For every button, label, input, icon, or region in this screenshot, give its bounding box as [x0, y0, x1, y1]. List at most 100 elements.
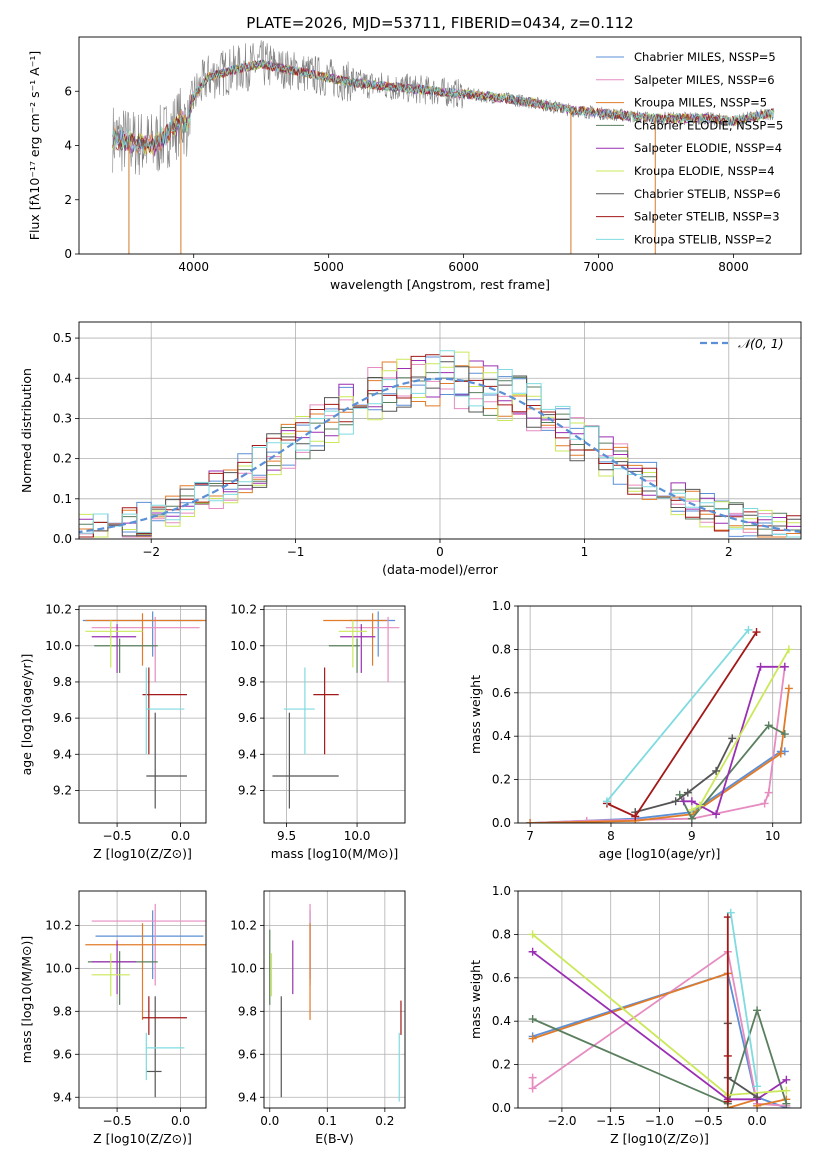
series-marker [695, 801, 704, 810]
x-tick-label: 0.2 [375, 1114, 394, 1128]
x-tick-label: 10.0 [344, 829, 371, 843]
panel-residuals: −2 −1 0 1 2 0.0 0.1 0.2 0.3 0.4 0.5 (data-model)/er… [19, 321, 802, 577]
series-marker [776, 749, 785, 758]
errorbar-point-salpeter_elodie [91, 940, 137, 995]
y-tick-label: 0.8 [492, 927, 511, 941]
legend-label: Salpeter MILES, NSSP=6 [634, 73, 775, 87]
series-chabrier_miles [526, 747, 789, 823]
errorbar-point-kroupa_stelib [283, 667, 315, 755]
x-axis-label: Z [log10(Z/Z⊙)] [93, 846, 192, 861]
errorbar-point-chabrier_stelib [146, 996, 162, 1098]
series-marker [687, 814, 696, 823]
series-marker [726, 908, 735, 917]
y-tick-label: 0.0 [492, 816, 511, 830]
x-tick-label: 7 [526, 829, 534, 843]
x-tick-label: 10 [765, 829, 780, 843]
errorbar-point-chabrier_miles [82, 611, 204, 657]
plot-area [79, 891, 206, 1108]
y-axis-label: Normed distribution [19, 368, 34, 493]
panel-massweight_vs_Z: −2.0 −1.5 −1.0 −0.5 0.0 0.0 0.2 0.4 0.6 0.8 1.0 Z [… [468, 884, 802, 1146]
series-marker [782, 1075, 791, 1084]
series-marker [760, 799, 769, 808]
legend-label: Chabrier STELIB, NSSP=6 [634, 187, 781, 201]
plot-area [264, 891, 405, 1108]
panel-age_vs_mass: 9.5 10.0 9.2 9.4 9.6 9.8 10.0 10.2 mass [log10(M… [230, 603, 406, 861]
y-tick-label: 10.2 [230, 918, 257, 932]
errorbar-point-chabrier_elodie [94, 638, 158, 673]
y-tick-label: 0 [64, 247, 72, 261]
x-axis-label: Z [log10(Z/Z⊙)] [610, 1131, 709, 1146]
series-salpeter_stelib [602, 628, 761, 821]
legend-label: Chabrier ELODIE, NSSP=5 [634, 118, 783, 132]
panel-massweight_vs_age: 7 8 9 10 0.0 0.2 0.4 0.6 0.8 1.0 age [log10(age/yr… [468, 599, 802, 861]
y-axis-label: mass [log10(M/M⊙)] [19, 936, 34, 1064]
axes-frame [263, 605, 406, 824]
y-tick-label: 0.2 [492, 1058, 511, 1072]
histogram-kroupa_miles [79, 361, 801, 538]
errorbar-point-kroupa_stelib [145, 667, 185, 755]
y-tick-label: 9.4 [238, 747, 257, 761]
panel-mass_vs_EBV: 0.0 0.1 0.2 9.4 9.6 9.8 10.0 10.2 E(B-V) [230, 890, 406, 1146]
x-tick-label: 5000 [313, 260, 344, 274]
y-tick-label: 10.2 [45, 603, 72, 617]
series-marker [780, 662, 789, 671]
errorbar-point-salpeter_elodie [91, 624, 137, 673]
y-tick-label: 9.4 [238, 1090, 257, 1104]
y-tick-label: 9.8 [53, 1004, 72, 1018]
x-tick-label: −2.0 [547, 1114, 576, 1128]
series-marker [602, 797, 611, 806]
axes-frame [78, 321, 802, 540]
series-kroupa_elodie [687, 645, 793, 814]
y-tick-label: 0.4 [53, 371, 72, 385]
axes-frame [517, 605, 802, 824]
series-marker [687, 797, 696, 806]
plot-area [112, 40, 775, 254]
series-marker [752, 628, 761, 637]
errorbar-point-kroupa_stelib [145, 1032, 185, 1081]
legend-label: Kroupa STELIB, NSSP=2 [634, 232, 772, 246]
series-marker [528, 1034, 537, 1043]
x-tick-label: 8000 [718, 260, 749, 274]
y-tick-label: 0.0 [492, 1101, 511, 1115]
y-tick-label: 0.6 [492, 686, 511, 700]
series-marker [784, 645, 793, 654]
axes-frame [78, 890, 207, 1109]
y-axis-label: mass weight [468, 675, 483, 754]
y-tick-label: 1.0 [492, 884, 511, 898]
x-tick-label: −1.5 [596, 1114, 625, 1128]
errorbar-point-kroupa_elodie [91, 953, 130, 997]
legend-label: Salpeter STELIB, NSSP=3 [634, 210, 780, 224]
errorbar-point-salpeter_elodie [340, 624, 376, 673]
series-marker [679, 797, 688, 806]
series-line [678, 724, 786, 821]
y-tick-label: 0.2 [492, 773, 511, 787]
legend-label: 𝒩(0, 1) [738, 336, 784, 351]
y-tick-label: 10.0 [45, 961, 72, 975]
y-tick-label: 10.0 [45, 639, 72, 653]
y-tick-label: 9.6 [238, 1047, 257, 1061]
x-axis-label: Z [log10(Z/Z⊙)] [93, 1131, 192, 1146]
x-tick-label: −1.0 [645, 1114, 674, 1128]
series-line [530, 688, 790, 823]
y-tick-label: 6 [64, 84, 72, 98]
series-marker [753, 1082, 762, 1091]
series-marker [784, 684, 793, 693]
series-line [530, 666, 786, 823]
x-tick-label: 0.0 [260, 1114, 279, 1128]
model-spectrum-kroupa_stelib [112, 59, 774, 152]
series-kroupa_stelib [602, 625, 753, 806]
series-marker [728, 734, 737, 743]
x-tick-label: 9 [688, 829, 696, 843]
series-line [691, 648, 790, 811]
panel-age_vs_Z: −0.5 0.0 9.2 9.4 9.6 9.8 10.0 10.2 Z [log10(Z/Z⊙… [19, 603, 207, 861]
errorbar-point-chabrier_elodie [87, 951, 158, 1005]
series-marker [744, 625, 753, 634]
y-tick-label: 9.2 [238, 783, 257, 797]
y-tick-label: 9.8 [53, 675, 72, 689]
series-marker [764, 788, 773, 797]
series-marker [582, 816, 591, 823]
legend-label: Chabrier MILES, NSSP=5 [634, 50, 776, 64]
series-salpeter_stelib [723, 913, 732, 1106]
series-line [532, 951, 787, 1101]
